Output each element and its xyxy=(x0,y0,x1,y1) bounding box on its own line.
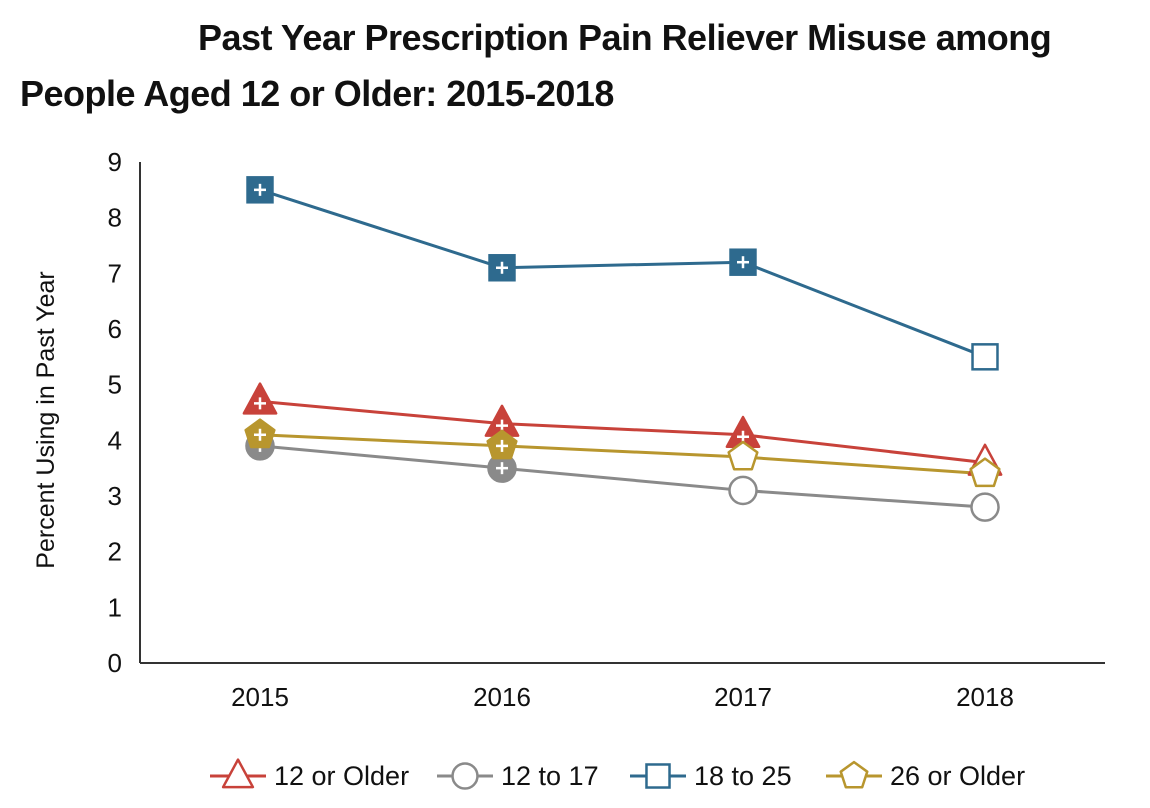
series-line-12-to-17 xyxy=(259,444,986,509)
y-tick-label: 2 xyxy=(108,537,122,567)
legend-marker-square-icon xyxy=(645,763,671,789)
series-line-26-or-older xyxy=(259,433,986,476)
series-line-18-to-25 xyxy=(259,188,986,359)
significance-marker-12-to-17-2016 xyxy=(496,462,508,475)
y-axis-label: Percent Using in Past Year xyxy=(32,271,60,568)
significance-marker-18-to-25-2015 xyxy=(254,183,266,196)
y-tick-label: 3 xyxy=(108,481,122,511)
data-point-26-or-older-2018 xyxy=(969,457,1001,488)
y-tick-label: 5 xyxy=(108,370,122,400)
legend-item-12-to-17: 12 to 17 xyxy=(437,761,599,791)
data-point-12-to-17-2018 xyxy=(970,492,1000,522)
x-tick-label: 2018 xyxy=(956,682,1014,712)
series-line-12-or-older xyxy=(259,399,986,465)
significance-marker-26-or-older-2015 xyxy=(254,428,266,441)
legend-label: 18 to 25 xyxy=(694,761,792,791)
legend-item-18-to-25: 18 to 25 xyxy=(630,761,792,791)
chart-title-line2: People Aged 12 or Older: 2015-2018 xyxy=(20,73,614,114)
significance-marker-26-or-older-2016 xyxy=(496,439,508,452)
y-tick-label: 9 xyxy=(108,147,122,177)
legend-item-26-or-older: 26 or Older xyxy=(826,760,1025,791)
significance-marker-18-to-25-2017 xyxy=(737,256,749,269)
series-markers xyxy=(242,176,1003,522)
y-tick-label: 4 xyxy=(108,425,122,455)
data-point-18-to-25-2018 xyxy=(971,343,999,371)
y-axis-ticks: 0 1 2 3 4 5 6 7 8 9 xyxy=(108,147,122,678)
x-tick-label: 2016 xyxy=(473,682,531,712)
y-tick-label: 0 xyxy=(108,648,122,678)
data-point-12-to-17-2017 xyxy=(728,475,758,506)
y-tick-label: 7 xyxy=(108,258,122,288)
significance-marker-12-or-older-2015 xyxy=(254,397,266,410)
legend: 12 or Older 12 to 17 18 to 25 26 or Older xyxy=(210,758,1025,791)
chart-title: Past Year Prescription Pain Reliever Mis… xyxy=(20,10,1130,122)
y-tick-label: 1 xyxy=(108,592,122,622)
x-tick-label: 2015 xyxy=(231,682,289,712)
significance-marker-18-to-25-2016 xyxy=(496,261,508,274)
legend-marker-circle-icon xyxy=(451,762,479,790)
axes xyxy=(139,162,1105,664)
legend-label: 26 or Older xyxy=(890,761,1025,791)
data-point-26-or-older-2017 xyxy=(727,440,759,471)
y-tick-label: 8 xyxy=(108,203,122,233)
legend-label: 12 to 17 xyxy=(501,761,599,791)
legend-label: 12 or Older xyxy=(274,761,409,791)
x-axis-ticks: 2015 2016 2017 2018 xyxy=(231,682,1014,712)
chart-title-line1: Past Year Prescription Pain Reliever Mis… xyxy=(198,17,1052,58)
y-tick-label: 6 xyxy=(108,314,122,344)
series-lines xyxy=(259,188,986,509)
legend-item-12-or-older: 12 or Older xyxy=(210,758,409,791)
legend-marker-pentagon-icon xyxy=(839,760,869,789)
legend-marker-triangle-icon xyxy=(221,758,255,789)
x-tick-label: 2017 xyxy=(714,682,772,712)
